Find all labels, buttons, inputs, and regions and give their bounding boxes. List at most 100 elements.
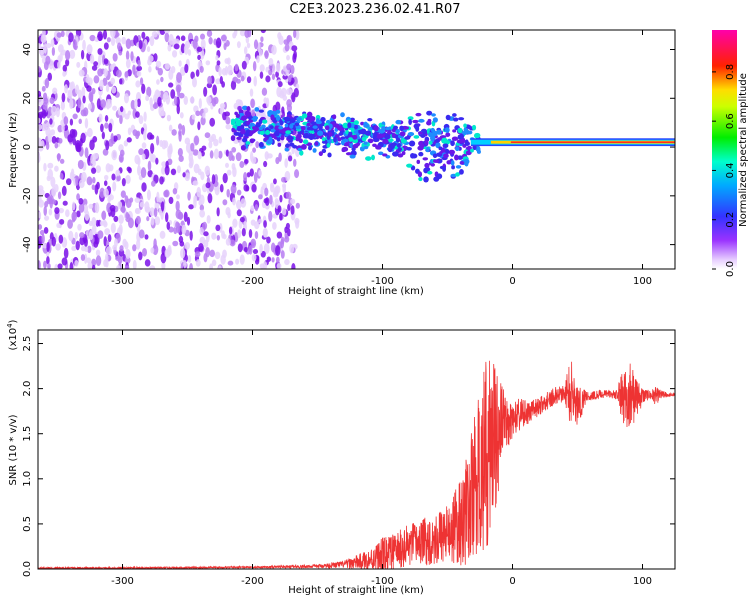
noise-blob	[211, 97, 217, 107]
noise-blob	[254, 204, 259, 212]
noise-blob	[225, 238, 231, 246]
signal-blob	[278, 126, 284, 130]
noise-blob	[179, 240, 185, 247]
noise-blob	[124, 71, 129, 78]
signal-blob	[423, 167, 429, 174]
noise-blob	[197, 54, 201, 61]
signal-blob	[276, 136, 281, 142]
noise-blob	[138, 229, 145, 239]
noise-blob	[76, 193, 80, 201]
noise-blob	[38, 224, 43, 230]
noise-blob	[163, 190, 169, 198]
noise-blob	[228, 226, 233, 235]
signal-blob	[436, 129, 442, 135]
noise-blob	[72, 113, 78, 120]
noise-blob	[230, 80, 237, 91]
noise-blob	[72, 39, 77, 50]
noise-blob	[265, 66, 270, 73]
noise-blob	[56, 32, 62, 38]
noise-blob	[290, 205, 295, 215]
noise-blob	[168, 124, 173, 132]
noise-blob	[43, 260, 47, 269]
signal-blob	[399, 131, 406, 137]
colorbar-label: Normalized spectral amplitude	[738, 73, 749, 227]
signal-blob	[454, 154, 459, 161]
noise-blob	[199, 48, 205, 60]
noise-blob	[82, 39, 86, 51]
noise-blob	[110, 30, 116, 38]
signal-blob	[363, 124, 370, 128]
signal-blob	[235, 113, 240, 119]
noise-blob	[69, 98, 74, 110]
noise-blob	[127, 167, 132, 174]
noise-blob	[282, 207, 287, 216]
noise-blob	[107, 98, 113, 108]
noise-blob	[213, 138, 219, 147]
noise-blob	[104, 114, 109, 122]
signal-blob	[346, 119, 352, 124]
noise-blob	[164, 165, 170, 176]
spectrogram-frame	[37, 29, 676, 270]
signal-blob	[436, 173, 443, 180]
noise-blob	[275, 156, 280, 165]
noise-blob	[291, 147, 295, 155]
signal-blob	[431, 113, 436, 117]
noise-blob	[57, 263, 63, 269]
figure-title: C2E3.2023.236.02.41.R07	[289, 2, 461, 17]
noise-blob	[211, 232, 217, 240]
signal-blob	[441, 137, 448, 144]
signal-blob	[353, 143, 359, 149]
noise-blob	[227, 260, 234, 266]
noise-blob	[47, 168, 54, 180]
x-tick-label: -300	[111, 576, 134, 587]
noise-blob	[213, 148, 219, 160]
noise-blob	[50, 105, 57, 117]
y-tick-label: 0.5	[22, 516, 33, 532]
noise-blob	[190, 142, 195, 152]
noise-blob	[125, 212, 130, 220]
noise-blob	[191, 114, 196, 120]
noise-blob	[110, 222, 116, 234]
signal-blob	[445, 114, 451, 121]
line-band-peak	[510, 141, 675, 143]
noise-blob	[226, 188, 230, 198]
noise-blob	[209, 117, 216, 127]
noise-blob	[225, 123, 231, 130]
signal-blob	[247, 119, 254, 123]
noise-blob	[116, 42, 122, 51]
noise-blob	[100, 99, 106, 108]
noise-blob	[78, 202, 85, 213]
noise-blob	[209, 150, 214, 159]
noise-blob	[189, 96, 195, 104]
noise-blob	[192, 149, 199, 156]
noise-blob	[132, 259, 137, 269]
noise-blob	[38, 96, 44, 106]
noise-blob	[198, 199, 203, 206]
noise-blob	[137, 59, 141, 67]
noise-blob	[195, 110, 201, 117]
noise-blob	[91, 87, 96, 95]
noise-blob	[63, 247, 69, 259]
noise-blob	[99, 220, 104, 227]
noise-blob	[62, 71, 67, 77]
noise-blob	[118, 224, 123, 235]
noise-blob	[200, 116, 206, 126]
signal-blob	[262, 119, 268, 124]
noise-blob	[101, 131, 105, 140]
signal-blob	[289, 118, 296, 123]
noise-blob	[271, 63, 276, 74]
noise-blob	[176, 72, 182, 84]
noise-blob	[276, 262, 282, 269]
noise-blob	[192, 38, 198, 50]
noise-blob	[250, 219, 256, 226]
signal-blob	[417, 145, 424, 151]
signal-blob	[387, 138, 394, 142]
signal-blob	[397, 153, 404, 158]
signal-blob	[442, 166, 446, 172]
noise-blob	[58, 234, 64, 244]
noise-blob	[100, 123, 104, 133]
noise-blob	[76, 145, 82, 153]
noise-blob	[154, 216, 161, 226]
noise-blob	[251, 156, 257, 164]
noise-blob	[50, 129, 56, 136]
